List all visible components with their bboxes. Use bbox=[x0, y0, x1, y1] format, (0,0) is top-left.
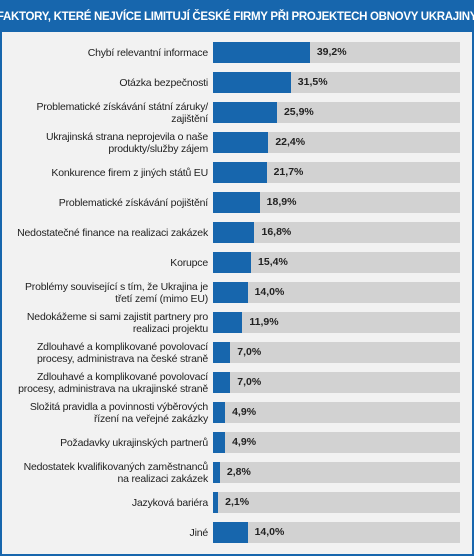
bar bbox=[213, 72, 291, 93]
bar-track bbox=[213, 282, 460, 303]
category-label: Požadavky ukrajinských partnerů bbox=[60, 436, 208, 449]
bar bbox=[213, 102, 277, 123]
bar bbox=[213, 162, 267, 183]
bar bbox=[213, 492, 219, 513]
category-label: Složitá pravidla a povinnosti výběrových… bbox=[29, 400, 208, 425]
value-label: 4,9% bbox=[232, 406, 257, 418]
category-label: Nedostatek kvalifikovaných zaměstnanců n… bbox=[23, 460, 209, 485]
category-label: Korupce bbox=[170, 256, 208, 269]
category-label: Problematické získávání pojištění bbox=[58, 196, 208, 209]
bar bbox=[213, 42, 310, 63]
value-label: 21,7% bbox=[273, 166, 304, 178]
value-label: 2,8% bbox=[226, 466, 251, 478]
value-label: 7,0% bbox=[237, 346, 262, 358]
category-label: Problémy související s tím, že Ukrajina … bbox=[25, 280, 208, 305]
bar bbox=[213, 462, 220, 483]
bar-track bbox=[213, 492, 460, 513]
bar bbox=[213, 132, 269, 153]
category-label: Otázka bezpečnosti bbox=[119, 76, 208, 89]
category-label: Konkurence firem z jiných států EU bbox=[51, 166, 208, 179]
bar-track bbox=[213, 192, 460, 213]
category-label: Zdlouhavé a komplikované povolovací proc… bbox=[36, 340, 208, 365]
value-label: 22,4% bbox=[275, 136, 306, 148]
bar bbox=[213, 282, 248, 303]
value-label: 16,8% bbox=[261, 226, 292, 238]
value-label: 11,9% bbox=[249, 316, 279, 328]
value-label: 39,2% bbox=[316, 46, 347, 58]
category-label: Jiné bbox=[189, 526, 209, 539]
category-label: Zdlouhavé a komplikované povolovací proc… bbox=[18, 370, 208, 395]
category-label: Jazyková bariéra bbox=[131, 496, 208, 509]
bar-track bbox=[213, 462, 460, 483]
bar bbox=[213, 312, 243, 333]
value-label: 2,1% bbox=[225, 496, 250, 508]
bar-track bbox=[213, 222, 460, 243]
value-label: 31,5% bbox=[297, 76, 328, 88]
bar-track bbox=[213, 522, 460, 543]
category-label: Nedokážeme si sami zajistit partnery pro… bbox=[26, 310, 208, 335]
category-label: Nedostatečné finance na realizaci zakáze… bbox=[17, 226, 208, 239]
chart-title: FAKTORY, KTERÉ NEJVÍCE LIMITUJÍ ČESKÉ FI… bbox=[0, 2, 474, 32]
bar-track bbox=[213, 402, 460, 423]
bar bbox=[213, 342, 231, 363]
bar-track bbox=[213, 312, 460, 333]
bar-track bbox=[213, 162, 460, 183]
bar bbox=[213, 402, 226, 423]
value-label: 14,0% bbox=[254, 286, 285, 298]
bar bbox=[213, 432, 226, 453]
category-label: Problematické získávání státní záruky/ z… bbox=[36, 100, 208, 125]
bar-track bbox=[213, 252, 460, 273]
bar bbox=[213, 252, 252, 273]
category-label: Chybí relevantní informace bbox=[87, 46, 208, 59]
bar-track bbox=[213, 432, 460, 453]
bar bbox=[213, 522, 248, 543]
bar bbox=[213, 372, 231, 393]
value-label: 18,9% bbox=[266, 196, 297, 208]
bar-track bbox=[213, 372, 460, 393]
bar bbox=[213, 192, 260, 213]
value-label: 4,9% bbox=[232, 436, 257, 448]
value-label: 7,0% bbox=[237, 376, 262, 388]
bar-track bbox=[213, 342, 460, 363]
value-label: 14,0% bbox=[254, 526, 285, 538]
bar bbox=[213, 222, 255, 243]
category-label: Ukrajinská strana neprojevila o naše pro… bbox=[45, 130, 208, 155]
value-label: 15,4% bbox=[258, 256, 288, 268]
value-label: 25,9% bbox=[283, 106, 314, 118]
bar-track bbox=[213, 132, 460, 153]
